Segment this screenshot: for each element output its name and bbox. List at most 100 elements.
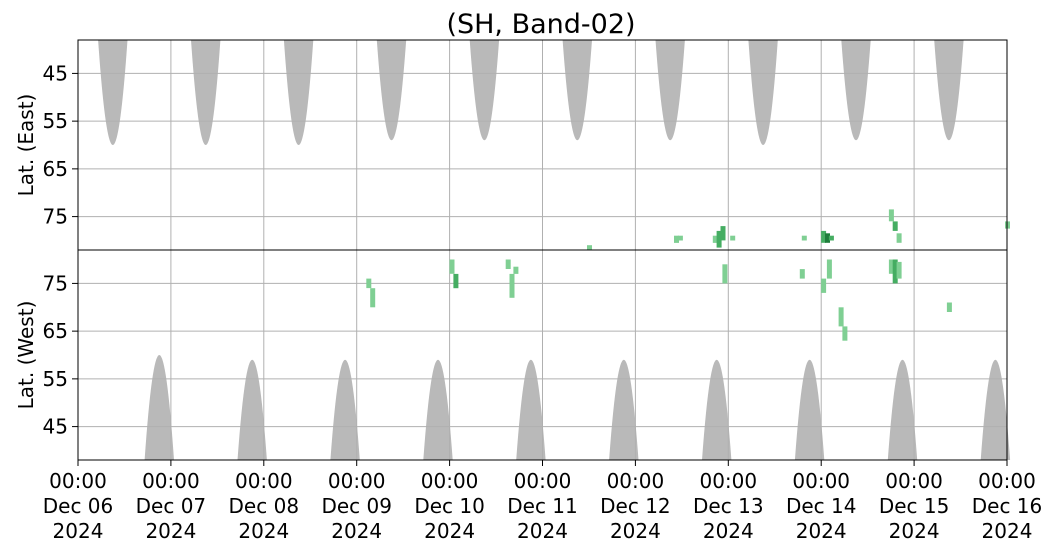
west-no-data-region-7 — [702, 359, 732, 460]
west-detection-11 — [826, 259, 832, 279]
west-no-data-region-6 — [609, 359, 639, 460]
east-no-data-region-1 — [98, 40, 128, 145]
west-no-data-region-8 — [794, 359, 825, 460]
x-tick-label-9-line-3: 2024 — [796, 519, 847, 543]
west-detection-14 — [888, 259, 894, 274]
east-detection-11 — [828, 235, 834, 241]
east-no-data-region-9 — [841, 40, 871, 141]
west-detection-2 — [370, 288, 376, 308]
x-tick-label-1-line-3: 2024 — [53, 519, 104, 543]
east-no-data-region-2 — [191, 40, 221, 145]
east-no-data-region-7 — [655, 40, 685, 141]
x-tick-label-7-line-3: 2024 — [610, 519, 661, 543]
west-detection-8 — [722, 264, 728, 284]
west-detection-7 — [513, 266, 519, 274]
east-detection-8 — [801, 235, 807, 241]
east-detection-1 — [587, 245, 592, 250]
west-no-data-region-4 — [423, 359, 453, 460]
x-tick-label-5-line-1: 00:00 — [421, 469, 479, 493]
west-no-data-region-5 — [516, 359, 546, 460]
x-tick-label-8-line-2: Dec 13 — [693, 494, 764, 518]
west-no-data-region-2 — [237, 359, 267, 460]
west-no-data-region-3 — [330, 359, 360, 460]
east-no-data-regions — [98, 40, 964, 145]
x-tick-label-6-line-1: 00:00 — [514, 469, 572, 493]
x-tick-label-4-line-2: Dec 09 — [321, 494, 392, 518]
west-no-data-region-1 — [144, 355, 174, 460]
east-detection-7 — [730, 235, 736, 241]
x-tick-label-4-line-3: 2024 — [331, 519, 382, 543]
x-tick-label-11-line-3: 2024 — [982, 519, 1033, 543]
x-tick-label-11-line-2: Dec 16 — [972, 494, 1043, 518]
east-detection-13 — [892, 221, 898, 231]
west-detection-4 — [453, 273, 459, 289]
east-no-data-region-6 — [562, 40, 592, 141]
x-tick-label-7-line-2: Dec 12 — [600, 494, 671, 518]
x-tick-label-7-line-1: 00:00 — [607, 469, 665, 493]
x-tick-label-9-line-1: 00:00 — [792, 469, 850, 493]
chart-title: (SH, Band-02) — [446, 9, 635, 40]
east-y-axis-label: Lat. (East) — [14, 94, 38, 197]
x-tick-label-4-line-1: 00:00 — [328, 469, 386, 493]
west-y-tick-label-2: 55 — [43, 367, 68, 391]
east-detection-5 — [716, 230, 722, 248]
x-tick-label-6-line-2: Dec 11 — [507, 494, 578, 518]
east-y-tick-label-1: 45 — [43, 61, 68, 85]
west-y-ticks: 45 55 65 75 — [43, 271, 78, 439]
x-tick-label-5-line-3: 2024 — [424, 519, 475, 543]
east-detection-2 — [674, 235, 679, 243]
west-y-tick-label-4: 75 — [43, 271, 68, 295]
west-no-data-regions — [144, 355, 1011, 460]
east-detection-9 — [821, 230, 827, 243]
east-no-data-region-10 — [934, 40, 964, 141]
panel-west: 45 55 65 75 Lat. (West) — [14, 250, 1011, 460]
west-no-data-region-10 — [980, 359, 1011, 460]
x-tick-label-10-line-3: 2024 — [889, 519, 940, 543]
west-detection-16 — [896, 261, 902, 279]
west-y-tick-label-1: 45 — [43, 415, 68, 439]
x-tick-label-5-line-2: Dec 10 — [414, 494, 485, 518]
west-detection-12 — [838, 307, 844, 327]
x-tick-label-11-line-1: 00:00 — [978, 469, 1036, 493]
east-y-tick-label-3: 65 — [43, 157, 68, 181]
east-detection-14 — [896, 233, 902, 243]
x-tick-label-10-line-1: 00:00 — [885, 469, 943, 493]
west-detections — [366, 259, 952, 341]
x-tick-label-8-line-3: 2024 — [703, 519, 754, 543]
east-detection-6 — [720, 226, 726, 241]
west-detection-3 — [449, 259, 455, 274]
east-detection-12 — [888, 209, 894, 222]
east-detection-10 — [825, 233, 830, 243]
x-tick-label-1-line-2: Dec 06 — [43, 494, 114, 518]
x-tick-label-8-line-1: 00:00 — [699, 469, 757, 493]
east-no-data-region-4 — [376, 40, 407, 141]
panel-frames — [77, 39, 1008, 461]
west-panel-frame — [77, 249, 1008, 461]
west-detection-15 — [892, 259, 898, 284]
x-tick-label-3-line-2: Dec 08 — [229, 494, 300, 518]
west-detection-5 — [505, 259, 511, 269]
x-tick-label-3-line-3: 2024 — [238, 519, 289, 543]
east-detection-4 — [712, 235, 718, 243]
x-tick-label-6-line-3: 2024 — [517, 519, 568, 543]
east-detection-3 — [677, 235, 683, 241]
west-detection-13 — [842, 326, 848, 341]
x-tick-label-3-line-1: 00:00 — [235, 469, 293, 493]
west-detection-10 — [821, 278, 827, 293]
west-detection-9 — [799, 269, 805, 279]
west-detection-1 — [366, 278, 372, 289]
east-no-data-region-3 — [283, 40, 314, 145]
x-tick-label-10-line-2: Dec 15 — [879, 494, 950, 518]
east-no-data-region-5 — [469, 40, 500, 141]
panel-east: 45 55 65 75 Lat. (East) — [14, 40, 1010, 250]
x-tick-label-2-line-3: 2024 — [145, 519, 196, 543]
east-no-data-region-8 — [748, 40, 778, 145]
west-detection-6 — [509, 273, 515, 298]
x-tick-label-9-line-2: Dec 14 — [786, 494, 857, 518]
east-y-tick-label-2: 55 — [43, 109, 68, 133]
west-y-tick-label-3: 65 — [43, 319, 68, 343]
east-y-ticks: 45 55 65 75 — [43, 61, 78, 229]
